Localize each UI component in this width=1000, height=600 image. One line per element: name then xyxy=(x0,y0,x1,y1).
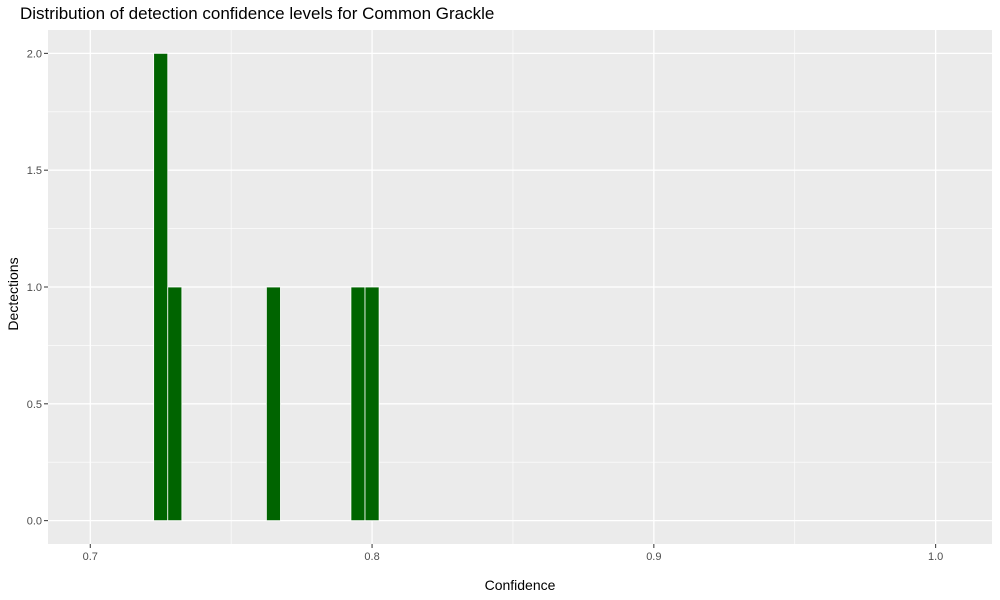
bars xyxy=(153,52,380,522)
x-tick-label: 1.0 xyxy=(928,551,943,563)
y-tick-label: 0.5 xyxy=(27,399,42,411)
bar-0 xyxy=(153,52,169,522)
bar-3 xyxy=(350,286,366,522)
y-tick-label: 1.5 xyxy=(27,165,42,177)
bar-1 xyxy=(167,286,183,522)
x-tick-label: 0.7 xyxy=(83,551,98,563)
x-axis-title: Confidence xyxy=(485,577,556,593)
chart-title: Distribution of detection confidence lev… xyxy=(20,4,495,23)
y-tick-label: 0.0 xyxy=(27,516,42,528)
y-tick-label: 1.0 xyxy=(27,282,42,294)
x-tick-label: 0.9 xyxy=(646,551,661,563)
x-axis-ticks: 0.7 0.8 0.9 1.0 xyxy=(83,544,943,563)
y-tick-label: 2.0 xyxy=(27,48,42,60)
bar-2 xyxy=(265,286,281,522)
y-axis-title: Dectections xyxy=(5,257,21,330)
y-axis-ticks: 0.0 0.5 1.0 1.5 2.0 xyxy=(27,48,48,528)
bar-4 xyxy=(364,286,380,522)
x-tick-label: 0.8 xyxy=(364,551,379,563)
